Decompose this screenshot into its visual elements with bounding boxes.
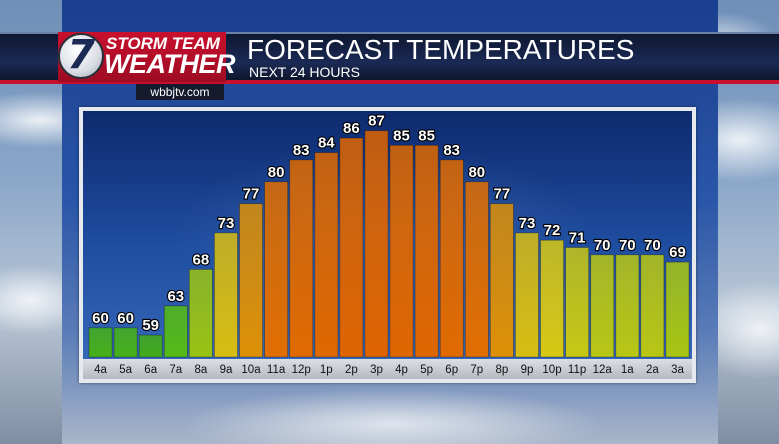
x-tick-label: 7a	[169, 364, 182, 376]
x-tick-label: 1a	[621, 364, 634, 376]
x-tick-label: 10p	[542, 364, 561, 376]
bar-7a	[163, 305, 188, 358]
x-tick-label: 10a	[241, 364, 261, 376]
bar-8p	[489, 203, 514, 358]
bar-value-label: 86	[343, 120, 360, 137]
bar-8a	[188, 268, 213, 358]
x-tick-label: 1p	[320, 364, 333, 376]
bar-value-label: 83	[293, 142, 310, 159]
x-tick-label: 8p	[496, 364, 509, 376]
header-red-stripe	[0, 80, 779, 84]
bar-value-label: 60	[117, 310, 134, 327]
bar-value-label: 83	[443, 142, 460, 159]
bar-value-label: 85	[393, 127, 410, 144]
x-tick-label: 12p	[292, 364, 311, 376]
bar-12a	[590, 254, 615, 358]
bar-4a	[88, 327, 113, 358]
x-tick-label: 7p	[470, 364, 483, 376]
bar-11p	[565, 247, 590, 358]
x-tick-label: 8a	[195, 364, 208, 376]
bar-9a	[213, 232, 238, 358]
logo-number: 7	[67, 32, 95, 78]
bar-value-label: 72	[544, 222, 561, 239]
x-tick-label: 6a	[144, 364, 157, 376]
bar-value-label: 77	[243, 186, 260, 203]
tick-strip	[83, 359, 692, 379]
bar-3a	[665, 261, 690, 358]
x-tick-label: 9p	[521, 364, 534, 376]
bar-5p	[414, 144, 439, 358]
bar-3p	[364, 130, 389, 358]
bar-value-label: 70	[594, 237, 611, 254]
bar-4p	[389, 144, 414, 358]
bar-value-label: 85	[418, 127, 435, 144]
bar-6p	[439, 159, 464, 358]
bars-group	[88, 130, 690, 358]
x-tick-label: 9a	[220, 364, 233, 376]
x-tick-label: 2p	[345, 364, 358, 376]
x-tick-label: 4a	[94, 364, 107, 376]
logo-circle-icon	[58, 33, 104, 79]
bar-1a	[615, 254, 640, 358]
bar-value-label: 70	[644, 237, 661, 254]
bar-value-label: 77	[494, 186, 511, 203]
x-tick-label: 11p	[568, 364, 586, 376]
bar-value-label: 70	[619, 237, 636, 254]
bar-value-label: 80	[268, 164, 285, 181]
x-tick-label: 12a	[593, 364, 613, 376]
bar-value-label: 59	[142, 317, 159, 334]
x-tick-label: 3a	[671, 364, 684, 376]
tick-labels-group: 4a 5a 6a 7a 8a 9a 10a 11a 12p 1p 2p 3p 4p 5p 6p 7p 8p 9p 1…	[94, 364, 684, 376]
page-subtitle: NEXT 24 HOURS	[249, 64, 360, 80]
x-tick-label: 3p	[370, 364, 383, 376]
bar-value-label: 60	[92, 310, 109, 327]
bar-2a	[640, 254, 665, 358]
bar-12p	[289, 159, 314, 358]
bar-2p	[339, 137, 364, 358]
bar-value-label: 73	[519, 215, 536, 232]
bar-value-label: 68	[193, 251, 210, 268]
value-labels-group: 60 60 59 63 68 73 77 80 83 84 86 87 85 85 83 80 77 73 72 71…	[91, 112, 687, 336]
x-tick-label: 11a	[267, 364, 286, 376]
x-tick-label: 5a	[119, 364, 132, 376]
x-tick-label: 6p	[445, 364, 458, 376]
bar-9p	[515, 232, 539, 358]
bar-7p	[464, 181, 489, 358]
bar-10p	[540, 239, 565, 358]
bar-value-label: 80	[468, 164, 485, 181]
bar-value-label: 84	[318, 135, 335, 152]
bar-5a	[113, 327, 138, 358]
x-tick-label: 2a	[646, 364, 659, 376]
bar-10a	[239, 203, 264, 358]
bar-value-label: 63	[167, 288, 184, 305]
logo-bottom-text: WEATHER	[104, 49, 236, 79]
bar-6a	[138, 334, 163, 358]
bar-value-label: 69	[669, 244, 686, 261]
bar-value-label: 71	[569, 230, 586, 247]
x-tick-label: 4p	[395, 364, 408, 376]
x-tick-label: 5p	[420, 364, 433, 376]
bar-value-label: 87	[368, 113, 385, 130]
logo-top-text: STORM TEAM	[106, 34, 220, 53]
bar-11a	[264, 181, 289, 358]
site-tag: wbbjtv.com	[136, 84, 224, 100]
bar-1p	[314, 152, 339, 358]
bar-value-label: 73	[218, 215, 235, 232]
page-title: FORECAST TEMPERATURES	[247, 34, 635, 65]
